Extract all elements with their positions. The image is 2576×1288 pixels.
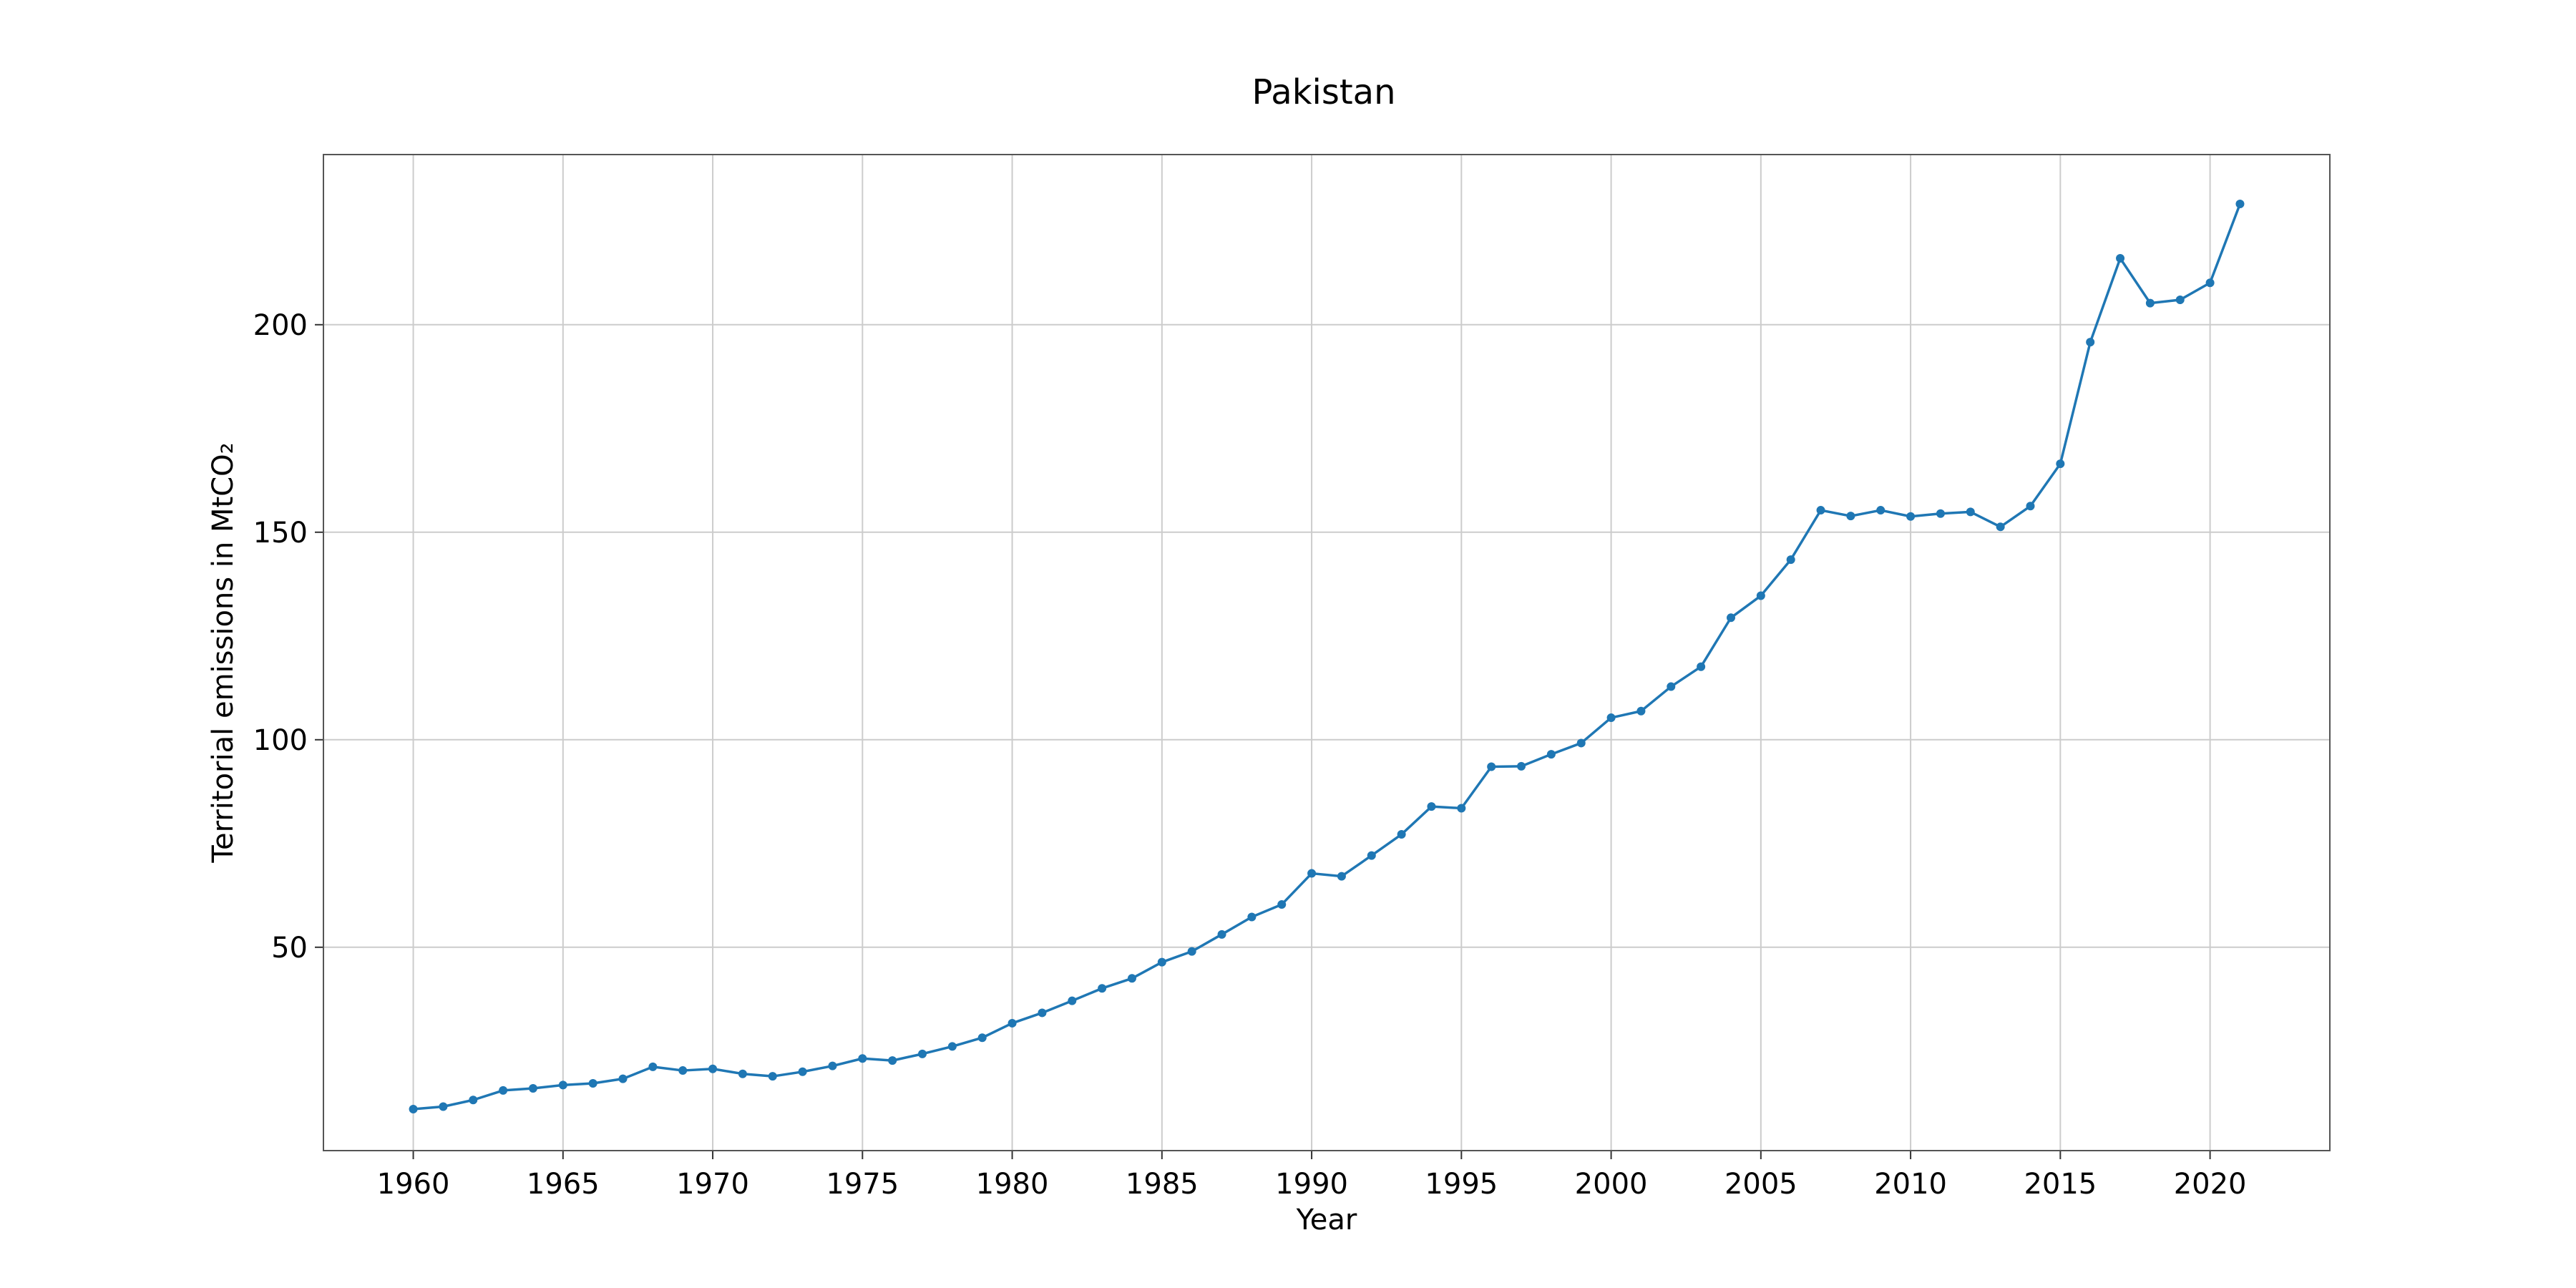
y-tick-label: 200: [253, 309, 308, 342]
data-point: [947, 1042, 957, 1051]
data-point: [1367, 851, 1376, 860]
data-point: [1098, 984, 1107, 993]
data-point: [1457, 804, 1466, 813]
data-point: [1936, 509, 1945, 518]
data-point: [2235, 200, 2245, 209]
data-point: [1546, 750, 1556, 759]
data-point: [1906, 512, 1916, 521]
x-tick-label: 1985: [1126, 1168, 1199, 1201]
data-point: [828, 1061, 837, 1070]
x-tick-label: 2000: [1575, 1168, 1648, 1201]
x-tick-label: 1960: [377, 1168, 450, 1201]
chart-title: Pakistan: [1252, 72, 1396, 112]
x-tick-label: 2005: [1724, 1168, 1797, 1201]
data-point: [1667, 682, 1676, 691]
x-axis-label: Year: [1296, 1204, 1357, 1236]
grid-lines: [323, 155, 2330, 1151]
data-point: [558, 1080, 567, 1090]
data-point: [1726, 613, 1735, 623]
data-point: [918, 1049, 927, 1058]
series-emissions: [409, 200, 2245, 1113]
data-point: [1127, 974, 1136, 983]
data-point: [708, 1064, 718, 1073]
y-tick-label: 150: [253, 517, 308, 550]
data-point: [2026, 502, 2035, 511]
data-point: [2116, 254, 2125, 263]
x-tick-label: 1980: [976, 1168, 1049, 1201]
data-point: [858, 1054, 867, 1063]
x-tick-label: 2015: [2024, 1168, 2097, 1201]
data-point: [1337, 872, 1346, 881]
x-tick-label: 2020: [2174, 1168, 2247, 1201]
data-point: [1427, 802, 1436, 811]
data-point: [1187, 947, 1196, 956]
data-point: [1846, 512, 1855, 521]
data-point: [768, 1072, 777, 1081]
data-point: [409, 1105, 418, 1113]
data-point: [1157, 957, 1166, 967]
data-point: [1397, 830, 1406, 839]
data-point: [2205, 278, 2215, 288]
axis-ticks: 1960 1965 1970 1975 1980 1985 1990 1995 2000 2005…: [253, 309, 2247, 1201]
data-point: [1247, 912, 1257, 922]
x-tick-label: 1995: [1425, 1168, 1498, 1201]
data-point: [528, 1084, 537, 1093]
x-tick-label: 1990: [1275, 1168, 1348, 1201]
data-point: [2086, 338, 2095, 347]
data-point: [798, 1067, 807, 1076]
data-point: [2175, 296, 2185, 304]
data-point: [469, 1096, 478, 1105]
y-tick-label: 50: [271, 932, 308, 965]
data-point: [1606, 713, 1616, 723]
data-point: [2056, 459, 2065, 469]
data-point: [1966, 507, 1975, 517]
data-point: [1008, 1018, 1017, 1028]
data-point: [648, 1062, 658, 1071]
x-tick-label: 2010: [1874, 1168, 1947, 1201]
data-point: [1876, 506, 1885, 515]
data-point: [977, 1033, 987, 1043]
data-point: [1996, 522, 2005, 532]
x-tick-label: 1965: [527, 1168, 600, 1201]
x-tick-label: 1975: [826, 1168, 899, 1201]
data-point: [1277, 900, 1287, 909]
x-tick-label: 1970: [676, 1168, 749, 1201]
data-point: [1217, 930, 1226, 939]
data-point: [1517, 761, 1526, 771]
data-point: [1038, 1008, 1047, 1018]
data-point: [1786, 555, 1795, 565]
y-axis-label: Territorial emissions in MtCO₂: [207, 442, 240, 863]
data-point: [2145, 298, 2155, 308]
data-point: [888, 1056, 897, 1065]
data-point: [588, 1079, 597, 1088]
data-point: [1816, 506, 1825, 515]
data-point: [1068, 996, 1077, 1005]
data-point: [678, 1066, 688, 1075]
data-point: [618, 1074, 628, 1083]
data-point: [1576, 738, 1586, 748]
data-point: [1487, 762, 1496, 771]
data-point: [1697, 662, 1706, 671]
data-point: [1756, 591, 1765, 600]
series-line: [413, 203, 2242, 1111]
data-point: [499, 1085, 508, 1095]
data-point: [1636, 706, 1646, 716]
data-point: [738, 1069, 747, 1078]
y-tick-label: 100: [253, 724, 308, 757]
data-point: [1307, 869, 1317, 878]
plot-frame: [323, 154, 2331, 1151]
data-point: [439, 1102, 448, 1111]
